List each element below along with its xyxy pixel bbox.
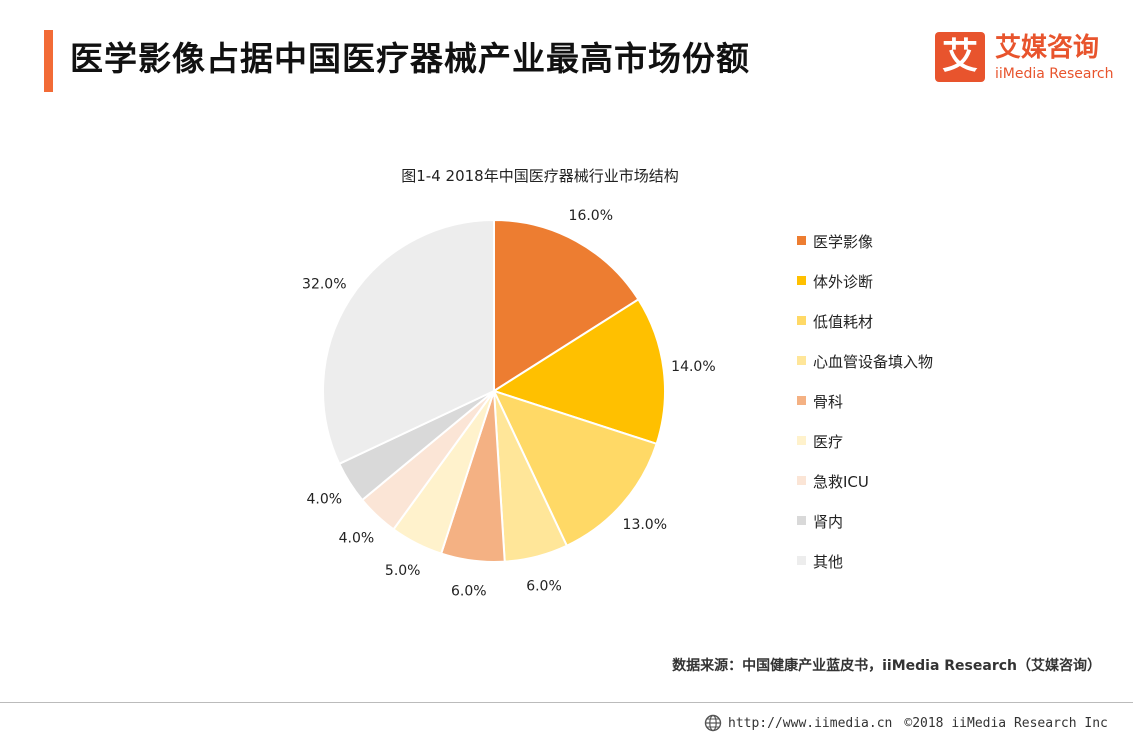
pie-slice-1	[493, 218, 640, 393]
footer: http://www.iimedia.cn ©2018 iiMedia Rese…	[704, 713, 1120, 733]
legend-label-3: 低值耗材	[813, 313, 873, 331]
logo-icon: 艾	[935, 32, 985, 82]
title-accent-bar	[44, 30, 53, 92]
legend-swatch-3	[797, 316, 806, 325]
pie-slice-2	[491, 297, 666, 446]
pie-data-labels: 16.0% 14.0% 13.0% 6.0% 6.0% 5.0% 4.0% 4.0% 32.0%	[302, 208, 716, 600]
legend-swatch-1	[797, 236, 806, 245]
pie-data-label-5: 6.0%	[451, 583, 487, 599]
footer-copyright: ©2018 iiMedia Research Inc	[904, 715, 1108, 731]
page-title: 医学影像占据中国医疗器械产业最高市场份额	[70, 39, 750, 78]
source-note: 数据来源：中国健康产业蓝皮书，iiMedia Research（艾媒咨询）	[672, 658, 1101, 674]
legend-swatch-8	[797, 516, 806, 525]
pie-data-label-6: 5.0%	[385, 563, 421, 579]
pie-data-label-7: 4.0%	[339, 531, 375, 547]
chart-title: 图1-4 2018年中国医疗器械行业市场结构	[401, 167, 678, 185]
legend-label-2: 体外诊断	[813, 273, 873, 291]
legend-swatch-9	[797, 556, 806, 565]
logo-name-cn: 艾媒咨询	[995, 33, 1100, 63]
pie-slices	[321, 218, 666, 563]
pie-data-label-1: 16.0%	[569, 208, 613, 224]
legend-label-1: 医学影像	[813, 233, 873, 251]
legend-label-8: 肾内	[813, 513, 843, 531]
pie-data-label-2: 14.0%	[671, 359, 715, 375]
globe-icon	[704, 714, 722, 732]
footer-divider	[0, 702, 1133, 703]
pie-data-label-8: 4.0%	[307, 492, 343, 508]
legend-swatch-7	[797, 476, 806, 485]
legend-swatch-5	[797, 396, 806, 405]
legend-label-7: 急救ICU	[813, 473, 869, 491]
legend-label-9: 其他	[813, 553, 843, 571]
pie-slice-3	[492, 389, 658, 548]
pie-data-label-4: 6.0%	[526, 579, 562, 595]
legend-label-5: 骨科	[813, 393, 843, 411]
legend-swatch-2	[797, 276, 806, 285]
legend-label-6: 医疗	[813, 433, 843, 451]
footer-url[interactable]: http://www.iimedia.cn	[728, 715, 893, 731]
pie-slice-9	[321, 218, 495, 466]
legend-label-4: 心血管设备填入物	[813, 353, 933, 371]
legend-swatch-4	[797, 356, 806, 365]
logo-name-en: iiMedia Research	[995, 66, 1114, 82]
legend-swatch-6	[797, 436, 806, 445]
pie-data-label-9: 32.0%	[302, 276, 346, 292]
logo: 艾 艾媒咨询 iiMedia Research	[935, 32, 1120, 87]
pie-chart: 图1-4 2018年中国医疗器械行业市场结构 16.0% 14.0% 13.0% 6.…	[302, 167, 933, 600]
pie-data-label-3: 13.0%	[623, 517, 667, 533]
